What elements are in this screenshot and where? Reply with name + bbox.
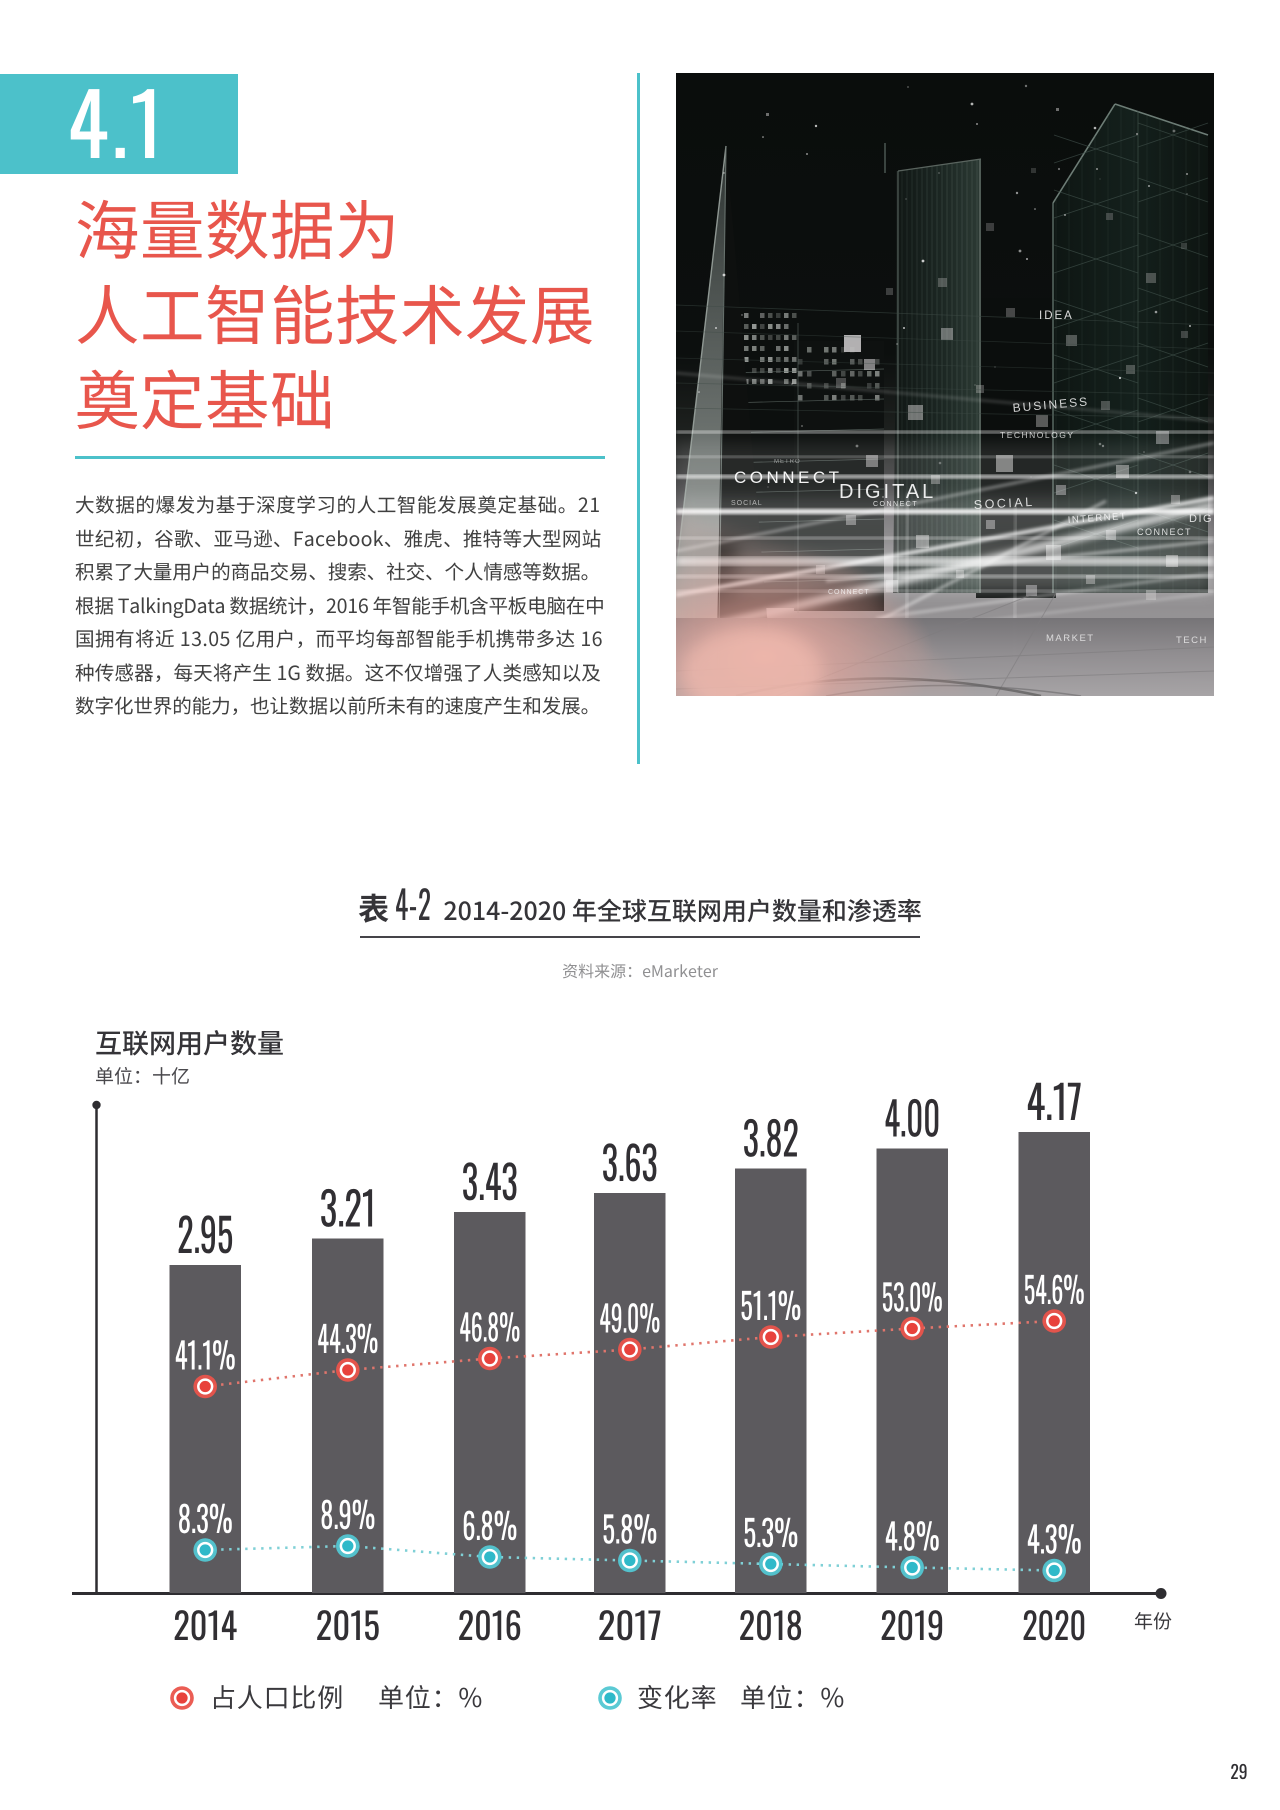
svg-text:CONNECT: CONNECT xyxy=(873,501,918,508)
svg-text:CONNECT: CONNECT xyxy=(828,589,870,596)
svg-text:8.3%: 8.3% xyxy=(178,1491,233,1544)
svg-text:单位：十亿: 单位：十亿 xyxy=(95,1062,190,1089)
svg-text:46.8%: 46.8% xyxy=(459,1300,520,1353)
svg-text:4.17: 4.17 xyxy=(1026,1066,1082,1134)
svg-text:6.8%: 6.8% xyxy=(462,1498,517,1551)
svg-text:2016: 2016 xyxy=(458,1596,522,1651)
svg-text:变化率: 变化率 xyxy=(637,1678,717,1715)
svg-text:TECH: TECH xyxy=(1176,635,1208,646)
svg-text:SOCIAL: SOCIAL xyxy=(973,495,1035,512)
svg-text:2018: 2018 xyxy=(739,1596,803,1651)
svg-text:2014: 2014 xyxy=(173,1596,237,1651)
svg-text:TECHNOLOGY: TECHNOLOGY xyxy=(1000,430,1075,440)
svg-text:DIGITAL: DIGITAL xyxy=(839,481,936,503)
svg-text:单位：%: 单位：% xyxy=(378,1678,483,1715)
svg-text:44.3%: 44.3% xyxy=(317,1311,378,1364)
svg-text:5.8%: 5.8% xyxy=(602,1502,657,1555)
svg-text:53.0%: 53.0% xyxy=(882,1270,943,1323)
svg-text:3.43: 3.43 xyxy=(462,1146,518,1214)
svg-text:51.1%: 51.1% xyxy=(740,1278,801,1331)
svg-text:5.3%: 5.3% xyxy=(743,1505,798,1558)
svg-text:2015: 2015 xyxy=(316,1596,380,1651)
svg-text:3.63: 3.63 xyxy=(602,1127,658,1195)
svg-text:MARKET: MARKET xyxy=(1046,633,1095,644)
svg-text:单位：%: 单位：% xyxy=(740,1678,845,1715)
svg-text:DIGI: DIGI xyxy=(1189,513,1214,525)
svg-text:2019: 2019 xyxy=(880,1596,944,1651)
svg-text:4.00: 4.00 xyxy=(884,1083,940,1151)
svg-text:41.1%: 41.1% xyxy=(175,1328,236,1381)
svg-text:CONNECT: CONNECT xyxy=(734,468,843,487)
svg-text:METRO: METRO xyxy=(774,459,801,465)
svg-text:SOCIAL: SOCIAL xyxy=(731,500,763,507)
svg-text:2.95: 2.95 xyxy=(177,1199,233,1267)
svg-text:3.82: 3.82 xyxy=(743,1103,799,1171)
svg-text:BUSINESS: BUSINESS xyxy=(1012,394,1090,415)
svg-text:3.21: 3.21 xyxy=(320,1173,376,1241)
svg-text:IDEA: IDEA xyxy=(1039,310,1074,322)
svg-text:4.3%: 4.3% xyxy=(1027,1512,1082,1565)
svg-text:54.6%: 54.6% xyxy=(1024,1262,1085,1315)
svg-text:年份: 年份 xyxy=(1134,1607,1172,1634)
svg-text:互联网用户数量: 互联网用户数量 xyxy=(95,1022,284,1061)
svg-text:2017: 2017 xyxy=(598,1596,662,1651)
svg-text:占人口比例: 占人口比例 xyxy=(210,1678,344,1715)
svg-text:49.0%: 49.0% xyxy=(599,1291,660,1344)
svg-text:8.9%: 8.9% xyxy=(320,1487,375,1540)
svg-text:CONNECT: CONNECT xyxy=(1137,527,1192,537)
svg-text:4.8%: 4.8% xyxy=(885,1509,940,1562)
svg-text:INTERNET: INTERNET xyxy=(1067,511,1127,526)
svg-text:2020: 2020 xyxy=(1022,1596,1086,1651)
